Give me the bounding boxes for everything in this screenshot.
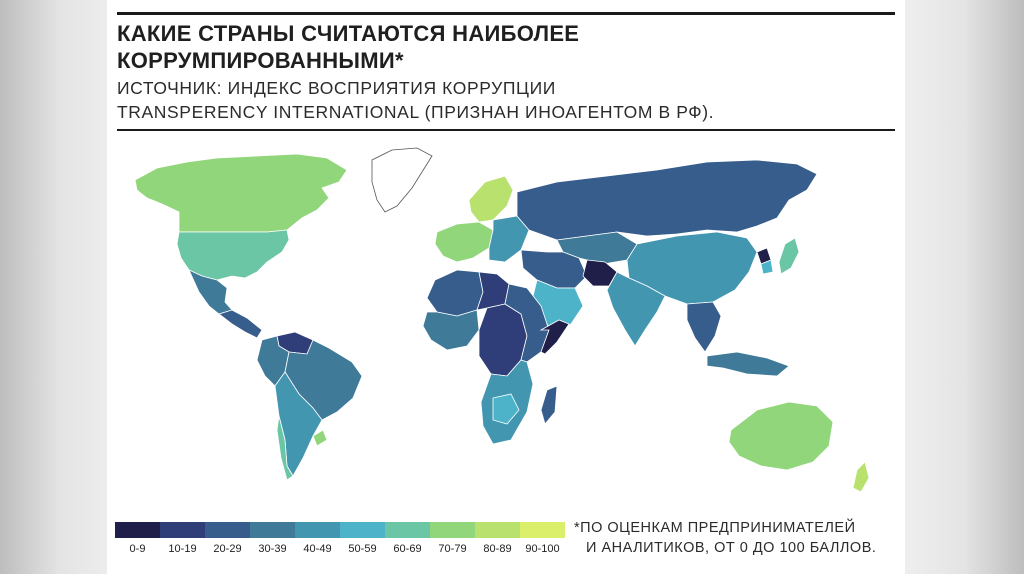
legend-swatch	[205, 522, 250, 538]
page-title: КАКИЕ СТРАНЫ СЧИТАЮТСЯ НАИБОЛЕЕ КОРРУМПИ…	[117, 20, 857, 74]
footnote: *ПО ОЦЕНКАМ ПРЕДПРИНИМАТЕЛЕЙ И АНАЛИТИКО…	[574, 518, 894, 558]
legend-label: 80-89	[483, 543, 512, 555]
header-divider	[117, 129, 895, 131]
region-southeast-asia	[686, 301, 722, 353]
legend-label: 50-59	[348, 543, 377, 555]
legend-swatch	[250, 522, 295, 538]
subtitle-line-1: ИСТОЧНИК: ИНДЕКС ВОСПРИЯТИЯ КОРРУПЦИИ	[117, 78, 556, 98]
region-japan	[778, 237, 800, 275]
legend-label: 70-79	[438, 543, 467, 555]
legend-label: 0-9	[129, 543, 146, 555]
legend-swatch	[385, 522, 430, 538]
region-new-zealand	[852, 461, 870, 493]
region-central-america	[218, 309, 263, 339]
subtitle-line-2: TRANSPERENCY INTERNATIONAL (ПРИЗНАН ИНОА…	[117, 102, 715, 122]
legend-swatch	[160, 522, 205, 538]
region-india	[606, 271, 666, 347]
region-indonesia	[706, 351, 790, 377]
legend-label: 40-49	[303, 543, 332, 555]
legend-label: 90-100	[525, 543, 560, 555]
footnote-line-1: *ПО ОЦЕНКАМ ПРЕДПРИНИМАТЕЛЕЙ	[574, 520, 856, 536]
region-madagascar	[540, 385, 558, 425]
top-divider	[117, 12, 895, 15]
title-line-1: КАКИЕ СТРАНЫ СЧИТАЮТСЯ НАИБОЛЕЕ	[117, 21, 580, 46]
footnote-line-2: И АНАЛИТИКОВ, ОТ 0 ДО 100 БАЛЛОВ.	[586, 540, 877, 556]
region-somalia	[539, 319, 570, 355]
legend-labels: 0-9 10-19 20-29 30-39 40-49 50-59 60-69 70-79 80…	[115, 543, 575, 555]
legend-swatch	[520, 522, 565, 538]
world-map	[134, 147, 870, 493]
legend-swatch	[340, 522, 385, 538]
region-botswana	[492, 393, 520, 425]
legend-swatch	[475, 522, 520, 538]
source-subtitle: ИСТОЧНИК: ИНДЕКС ВОСПРИЯТИЯ КОРРУПЦИИ TR…	[117, 76, 877, 124]
legend-swatch	[295, 522, 340, 538]
region-korea-south	[760, 259, 774, 275]
legend-label: 10-19	[168, 543, 197, 555]
legend-label: 60-69	[393, 543, 422, 555]
legend-label: 30-39	[258, 543, 287, 555]
region-russia	[516, 159, 818, 241]
legend-label: 20-29	[213, 543, 242, 555]
region-usa	[176, 229, 290, 281]
slide: КАКИЕ СТРАНЫ СЧИТАЮТСЯ НАИБОЛЕЕ КОРРУМПИ…	[107, 0, 905, 574]
region-chile	[276, 415, 294, 481]
legend-swatch	[430, 522, 475, 538]
region-western-europe	[434, 221, 494, 263]
region-greenland	[371, 147, 433, 213]
legend-swatch	[115, 522, 160, 538]
region-west-africa	[422, 309, 480, 351]
title-line-2: КОРРУМПИРОВАННЫМИ*	[117, 48, 404, 73]
region-middle-east	[520, 249, 588, 289]
region-australia	[728, 401, 834, 471]
region-canada	[134, 153, 348, 233]
region-uruguay	[312, 429, 328, 447]
region-scandinavia	[468, 175, 514, 223]
region-mexico	[188, 269, 233, 315]
color-legend: 0-9 10-19 20-29 30-39 40-49 50-59 60-69 70-79 80…	[115, 522, 575, 562]
region-north-africa	[426, 269, 484, 317]
legend-swatches	[115, 522, 575, 538]
